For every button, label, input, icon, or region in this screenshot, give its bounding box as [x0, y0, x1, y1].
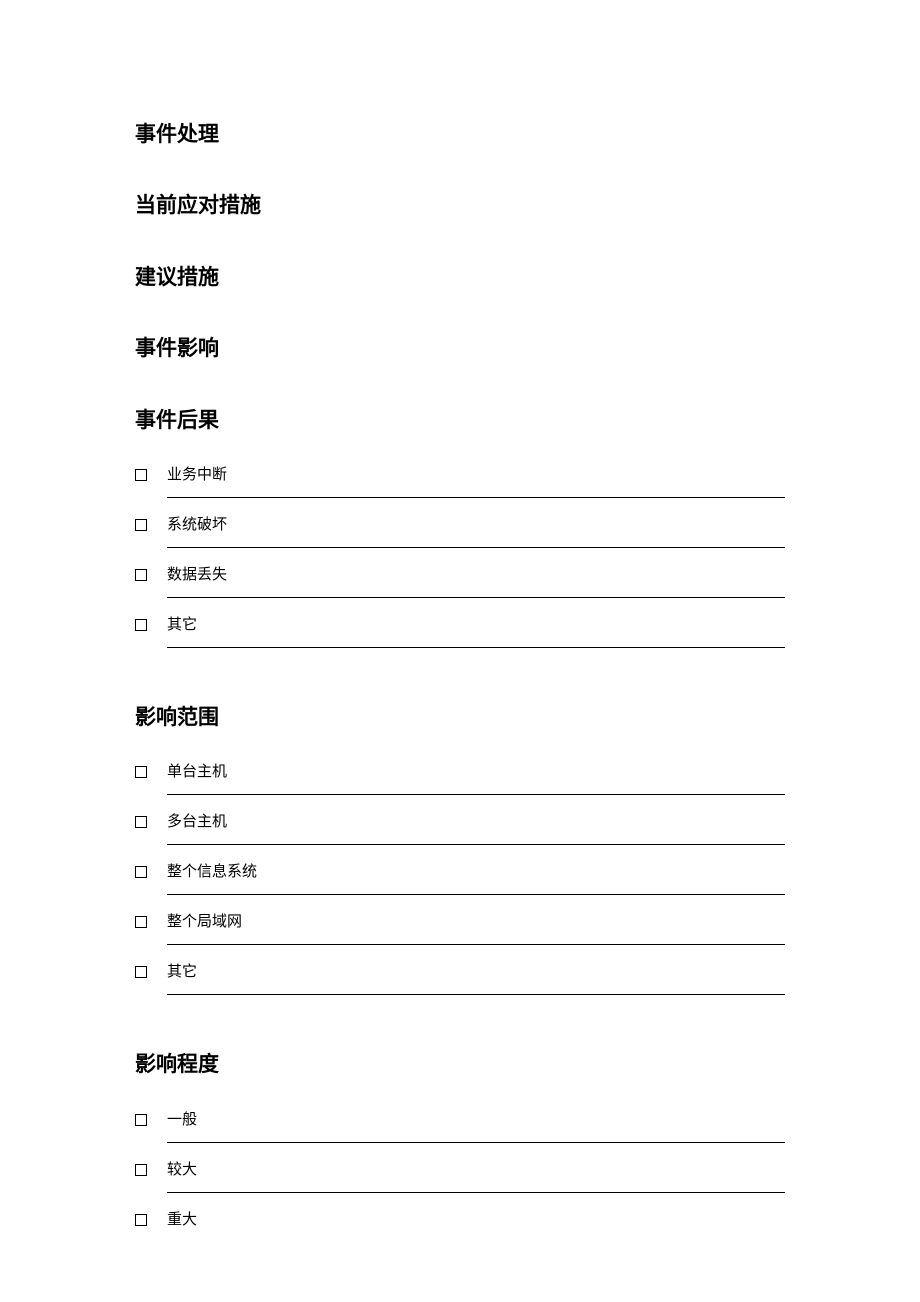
checkbox-label: 多台主机 [167, 812, 227, 833]
heading-impact-degree: 影响程度 [135, 1050, 785, 1079]
heading-impact-scope: 影响范围 [135, 703, 785, 732]
checkbox-data-loss[interactable] [135, 569, 147, 581]
checkbox-system-damage[interactable] [135, 519, 147, 531]
checkbox-row: 重大 [135, 1210, 785, 1248]
checkbox-row: 其它 [135, 962, 785, 1012]
checkbox-row: 业务中断 [135, 465, 785, 515]
heading-event-handling: 事件处理 [135, 120, 785, 149]
input-line[interactable] [167, 944, 785, 945]
checkbox-list-event-consequence: 业务中断 系统破坏 数据丢失 其它 [135, 465, 785, 665]
input-line[interactable] [167, 994, 785, 995]
checkbox-label: 重大 [167, 1210, 197, 1231]
checkbox-single-host[interactable] [135, 766, 147, 778]
input-line[interactable] [167, 844, 785, 845]
checkbox-larger[interactable] [135, 1164, 147, 1176]
checkbox-label: 数据丢失 [167, 565, 227, 586]
checkbox-normal[interactable] [135, 1114, 147, 1126]
checkbox-label: 业务中断 [167, 465, 227, 486]
input-line[interactable] [167, 497, 785, 498]
heading-event-consequence: 事件后果 [135, 406, 785, 435]
checkbox-multiple-hosts[interactable] [135, 816, 147, 828]
checkbox-other-scope[interactable] [135, 966, 147, 978]
input-line[interactable] [167, 1142, 785, 1143]
checkbox-row: 较大 [135, 1160, 785, 1210]
input-line[interactable] [167, 597, 785, 598]
checkbox-business-interruption[interactable] [135, 469, 147, 481]
checkbox-label: 其它 [167, 962, 197, 983]
checkbox-list-impact-degree: 一般 较大 重大 [135, 1110, 785, 1248]
checkbox-list-impact-scope: 单台主机 多台主机 整个信息系统 整个局域网 其它 [135, 762, 785, 1012]
heading-suggested-measures: 建议措施 [135, 263, 785, 292]
checkbox-label: 单台主机 [167, 762, 227, 783]
checkbox-label: 较大 [167, 1160, 197, 1181]
input-line[interactable] [167, 894, 785, 895]
input-line[interactable] [167, 1192, 785, 1193]
checkbox-entire-lan[interactable] [135, 916, 147, 928]
checkbox-label: 其它 [167, 615, 197, 636]
heading-current-measures: 当前应对措施 [135, 191, 785, 220]
checkbox-row: 整个信息系统 [135, 862, 785, 912]
checkbox-row: 数据丢失 [135, 565, 785, 615]
heading-event-impact: 事件影响 [135, 334, 785, 363]
input-line[interactable] [167, 794, 785, 795]
checkbox-row: 系统破坏 [135, 515, 785, 565]
checkbox-label: 整个信息系统 [167, 862, 257, 883]
checkbox-row: 一般 [135, 1110, 785, 1160]
checkbox-entire-info-system[interactable] [135, 866, 147, 878]
checkbox-row: 单台主机 [135, 762, 785, 812]
checkbox-rowได: 其它 [135, 615, 785, 665]
checkbox-label: 整个局域网 [167, 912, 242, 933]
checkbox-label: 系统破坏 [167, 515, 227, 536]
input-line[interactable] [167, 647, 785, 648]
checkbox-other-consequence[interactable] [135, 619, 147, 631]
checkbox-label: 一般 [167, 1110, 197, 1131]
checkbox-row: 多台主机 [135, 812, 785, 862]
checkbox-row: 整个局域网 [135, 912, 785, 962]
input-line[interactable] [167, 547, 785, 548]
checkbox-major[interactable] [135, 1214, 147, 1226]
